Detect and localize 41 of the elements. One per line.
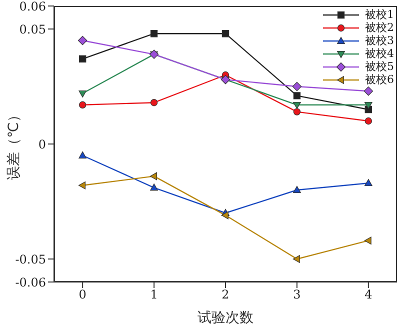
point bbox=[78, 181, 86, 190]
point bbox=[364, 86, 374, 96]
x-tick-label: 2 bbox=[222, 288, 230, 302]
point bbox=[293, 92, 301, 100]
x-tick-label: 3 bbox=[293, 288, 301, 302]
legend-label: 被校1 bbox=[365, 7, 394, 22]
point bbox=[364, 102, 372, 109]
point bbox=[78, 151, 87, 158]
y-axis-title: 误差（℃） bbox=[6, 108, 22, 180]
point bbox=[293, 108, 301, 116]
point bbox=[78, 36, 88, 46]
legend-label: 被校6 bbox=[365, 72, 394, 87]
point bbox=[150, 172, 157, 180]
point bbox=[221, 211, 228, 220]
y-tick-label: 0 bbox=[38, 137, 46, 152]
point bbox=[78, 90, 87, 98]
point bbox=[364, 236, 372, 245]
point bbox=[222, 30, 230, 38]
point bbox=[292, 82, 302, 92]
point bbox=[150, 99, 158, 106]
x-axis-title: 试验次数 bbox=[198, 310, 254, 326]
x-tick-label: 0 bbox=[78, 288, 86, 302]
point bbox=[292, 255, 300, 263]
legend-label: 被校5 bbox=[365, 59, 394, 74]
y-tick-label: 0.05 bbox=[19, 22, 46, 36]
y-tick-label: -0.05 bbox=[15, 252, 46, 266]
point bbox=[150, 184, 158, 191]
point bbox=[364, 117, 372, 125]
y-tick-label: 0.06 bbox=[19, 0, 46, 14]
point bbox=[78, 101, 86, 108]
point bbox=[293, 186, 301, 193]
point bbox=[364, 179, 372, 186]
y-tick-label: -0.06 bbox=[15, 275, 46, 290]
legend-label: 被校4 bbox=[365, 46, 394, 61]
x-tick-label: 1 bbox=[150, 288, 158, 302]
x-tick-label: 4 bbox=[364, 288, 373, 302]
point bbox=[293, 102, 301, 109]
legend-label: 被校2 bbox=[365, 20, 394, 35]
point bbox=[150, 30, 158, 38]
legend-label: 被校3 bbox=[365, 33, 394, 48]
point bbox=[78, 55, 86, 62]
